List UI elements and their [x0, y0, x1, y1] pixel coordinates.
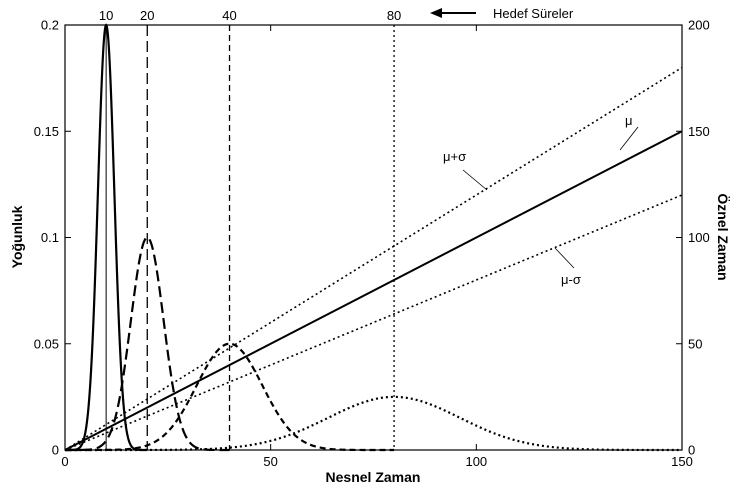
x-axis-ticks: 0 50 100 150	[61, 25, 693, 469]
target-duration-tick-label: 40	[222, 8, 236, 23]
y2-tick-label: 200	[688, 18, 710, 33]
y2-axis-label: Öznel Zaman	[715, 193, 731, 280]
y2-tick-label: 0	[688, 443, 695, 458]
line-annotations: μ μ+σ μ-σ	[443, 113, 639, 287]
target-duration-tick-label: 80	[387, 8, 401, 23]
mu-pointer	[619, 126, 639, 151]
target-durations-label: Hedef Süreler	[493, 6, 574, 21]
subjective-line-mu-minus-sigma	[64, 194, 683, 451]
x-tick-label: 0	[61, 454, 68, 469]
y-axis-ticks: 0 0.05 0.1 0.15 0.2	[34, 18, 71, 458]
y2-axis-ticks: 0 50 100 150 200	[676, 18, 710, 458]
x-axis-label: Nesnel Zaman	[326, 469, 421, 485]
y-tick-label: 0	[52, 443, 59, 458]
y-tick-label: 0.15	[34, 124, 59, 139]
x-tick-label: 100	[465, 454, 487, 469]
x-tick-label: 50	[263, 454, 277, 469]
y2-tick-label: 100	[688, 230, 710, 245]
y-tick-label: 0.1	[41, 230, 59, 245]
y-tick-label: 0.2	[41, 18, 59, 33]
density-curve-80	[65, 395, 682, 452]
mu-plus-sigma-pointer	[462, 169, 488, 191]
y2-tick-label: 150	[688, 124, 710, 139]
target-duration-tick-label: 20	[140, 8, 154, 23]
mu-minus-sigma-label: μ-σ	[561, 272, 581, 287]
mu-plus-sigma-label: μ+σ	[443, 149, 466, 164]
mu-label: μ	[625, 113, 633, 128]
plot-frame	[64, 24, 683, 451]
target-duration-labels: 10 20 40 80	[99, 8, 401, 23]
subjective-line-mu	[64, 130, 683, 451]
target-durations-annotation: Hedef Süreler	[430, 6, 574, 21]
arrow-left-icon	[430, 8, 442, 18]
target-duration-tick-label: 10	[99, 8, 113, 23]
x-tick-label: 150	[671, 454, 693, 469]
y-axis-label: Yoğunluk	[9, 205, 25, 268]
chart-marks	[64, 23, 683, 452]
y-tick-label: 0.05	[34, 336, 59, 351]
mu-minus-sigma-pointer	[554, 247, 575, 269]
y2-tick-label: 50	[688, 336, 702, 351]
subjective-line-mu-plus-sigma	[64, 66, 683, 451]
